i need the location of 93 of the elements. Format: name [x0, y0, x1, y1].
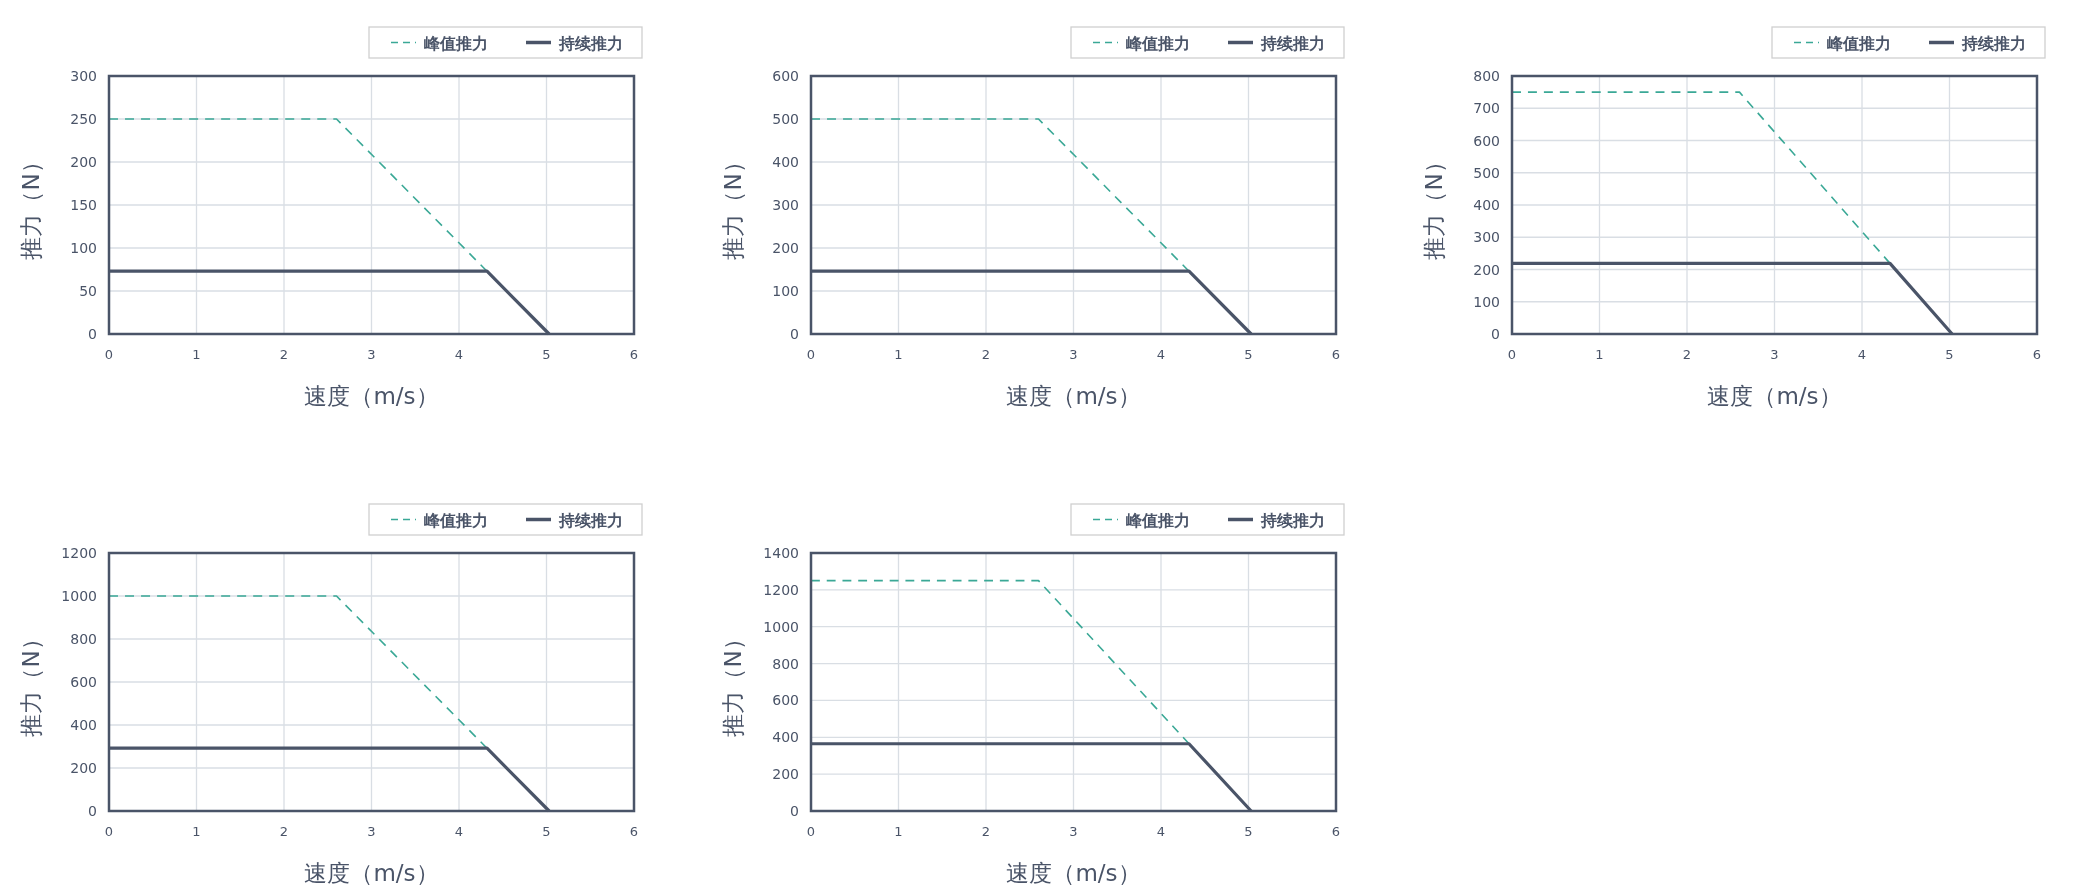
y-tick-label: 250	[70, 111, 97, 127]
x-tick-label: 1	[192, 347, 201, 362]
y-tick-label: 300	[70, 68, 97, 84]
x-tick-label: 5	[1244, 824, 1253, 839]
y-tick-label: 400	[70, 717, 97, 733]
x-tick-label: 2	[981, 824, 991, 839]
y-tick-label: 300	[1473, 229, 1500, 246]
y-tick-label: 800	[1473, 68, 1500, 84]
y-tick-label: 600	[70, 674, 97, 690]
x-tick-label: 3	[367, 347, 376, 362]
y-tick-label: 600	[772, 692, 799, 709]
y-tick-label: 200	[1473, 261, 1500, 278]
y-tick-label: 150	[70, 197, 97, 213]
y-tick-label: 500	[1473, 164, 1500, 181]
y-tick-label: 800	[772, 655, 799, 672]
x-tick-label: 3	[367, 824, 376, 839]
y-axis-title: 推力（N）	[1421, 150, 1447, 260]
y-axis-title: 推力（N）	[720, 627, 746, 737]
x-tick-label: 6	[1331, 347, 1341, 362]
y-tick-label: 800	[70, 631, 97, 647]
x-axis-title: 速度（m/s）	[304, 860, 439, 886]
y-tick-label: 0	[88, 326, 97, 342]
legend-label: 持续推力	[1260, 33, 1325, 53]
x-tick-label: 2	[1682, 347, 1692, 362]
x-tick-label: 5	[1945, 347, 1954, 362]
x-tick-label: 0	[806, 347, 816, 362]
y-tick-label: 100	[1473, 293, 1500, 310]
y-tick-label: 1000	[61, 588, 97, 604]
y-tick-label: 100	[70, 240, 97, 256]
x-tick-label: 4	[1857, 347, 1867, 362]
y-tick-label: 1000	[763, 618, 799, 635]
x-tick-label: 5	[542, 824, 551, 839]
x-tick-label: 1	[192, 824, 201, 839]
y-tick-label: 200	[772, 766, 799, 783]
x-axis-title: 速度（m/s）	[1006, 860, 1141, 886]
x-tick-label: 0	[806, 824, 816, 839]
x-tick-label: 3	[1770, 347, 1779, 362]
y-axis-title: 推力（N）	[720, 150, 746, 260]
y-tick-label: 600	[772, 68, 799, 84]
y-axis-title: 推力（N）	[18, 150, 44, 260]
x-tick-label: 4	[454, 347, 464, 362]
y-tick-label: 300	[772, 197, 799, 213]
x-tick-label: 2	[981, 347, 991, 362]
y-tick-label: 0	[790, 803, 799, 819]
x-tick-label: 3	[1069, 824, 1078, 839]
legend-label: 峰值推力	[1126, 510, 1190, 530]
x-tick-label: 2	[279, 824, 289, 839]
legend-label: 持续推力	[558, 510, 623, 530]
y-tick-label: 1400	[763, 545, 799, 561]
y-tick-label: 600	[1473, 132, 1500, 149]
y-tick-label: 0	[1491, 326, 1500, 342]
x-tick-label: 1	[1595, 347, 1604, 362]
legend-label: 峰值推力	[424, 33, 488, 53]
y-tick-label: 200	[70, 760, 97, 776]
y-tick-label: 100	[772, 283, 799, 299]
x-tick-label: 2	[279, 347, 289, 362]
legend-label: 峰值推力	[1126, 33, 1190, 53]
x-tick-label: 6	[629, 347, 639, 362]
x-axis-title: 速度（m/s）	[1006, 383, 1141, 409]
y-tick-label: 0	[88, 803, 97, 819]
y-axis-title: 推力（N）	[18, 627, 44, 737]
x-tick-label: 0	[104, 347, 114, 362]
x-tick-label: 3	[1069, 347, 1078, 362]
x-tick-label: 4	[454, 824, 464, 839]
x-tick-label: 6	[629, 824, 639, 839]
x-tick-label: 5	[1244, 347, 1253, 362]
y-tick-label: 0	[790, 326, 799, 342]
y-tick-label: 200	[772, 240, 799, 256]
y-tick-label: 1200	[61, 545, 97, 561]
legend-label: 持续推力	[558, 33, 623, 53]
x-tick-label: 0	[1507, 347, 1517, 362]
x-tick-label: 5	[542, 347, 551, 362]
y-tick-label: 500	[772, 111, 799, 127]
y-tick-label: 200	[70, 154, 97, 170]
legend-label: 持续推力	[1961, 33, 2026, 53]
x-tick-label: 4	[1156, 824, 1166, 839]
x-tick-label: 6	[2032, 347, 2042, 362]
x-tick-label: 6	[1331, 824, 1341, 839]
y-tick-label: 400	[772, 154, 799, 170]
legend-label: 持续推力	[1260, 510, 1325, 530]
y-tick-label: 50	[79, 283, 97, 299]
y-tick-label: 400	[1473, 197, 1500, 213]
y-tick-label: 400	[772, 729, 799, 746]
x-axis-title: 速度（m/s）	[304, 383, 439, 409]
x-tick-label: 4	[1156, 347, 1166, 362]
y-tick-label: 700	[1473, 100, 1500, 117]
legend-label: 峰值推力	[424, 510, 488, 530]
x-tick-label: 1	[894, 347, 903, 362]
x-tick-label: 0	[104, 824, 114, 839]
legend-label: 峰值推力	[1827, 33, 1891, 53]
x-axis-title: 速度（m/s）	[1707, 383, 1842, 409]
x-tick-label: 1	[894, 824, 903, 839]
y-tick-label: 1200	[763, 581, 799, 598]
